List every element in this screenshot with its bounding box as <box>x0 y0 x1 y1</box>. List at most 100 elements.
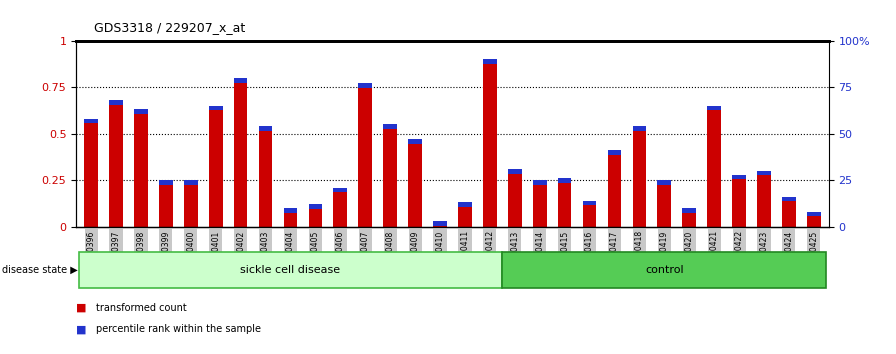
Bar <box>533 180 547 185</box>
Text: GSM290416: GSM290416 <box>585 230 594 276</box>
Bar <box>807 212 821 227</box>
Bar <box>503 252 826 288</box>
Text: GSM290406: GSM290406 <box>336 230 345 277</box>
Text: GSM290399: GSM290399 <box>161 230 170 277</box>
Bar <box>79 252 503 288</box>
Bar <box>259 126 272 131</box>
Bar <box>433 221 447 227</box>
Bar <box>409 139 422 144</box>
Text: GSM290425: GSM290425 <box>809 230 818 276</box>
Bar <box>358 84 372 88</box>
Text: GSM290415: GSM290415 <box>560 230 569 276</box>
Text: GSM290398: GSM290398 <box>136 230 145 276</box>
Text: sickle cell disease: sickle cell disease <box>240 265 340 275</box>
Bar <box>284 208 297 213</box>
Bar <box>508 169 521 173</box>
Bar <box>807 212 821 216</box>
Bar <box>333 188 347 192</box>
Bar <box>707 106 721 227</box>
Bar <box>683 208 696 227</box>
Bar <box>533 180 547 227</box>
Bar <box>658 180 671 227</box>
Text: GSM290408: GSM290408 <box>385 230 394 276</box>
Text: ■: ■ <box>76 324 87 334</box>
Bar <box>84 119 98 227</box>
Text: GSM290397: GSM290397 <box>111 230 121 277</box>
Text: GSM290419: GSM290419 <box>659 230 668 276</box>
Text: GSM290407: GSM290407 <box>361 230 370 277</box>
Bar <box>582 200 597 227</box>
Bar <box>159 180 173 227</box>
Text: GSM290401: GSM290401 <box>211 230 220 276</box>
Text: GSM290424: GSM290424 <box>784 230 794 276</box>
Text: GSM290410: GSM290410 <box>435 230 444 276</box>
Bar <box>458 202 472 227</box>
Text: GSM290402: GSM290402 <box>237 230 246 276</box>
Text: GSM290412: GSM290412 <box>486 230 495 276</box>
Bar <box>782 197 796 227</box>
Bar <box>607 150 621 227</box>
Bar <box>383 124 397 129</box>
Bar <box>358 84 372 227</box>
Bar <box>284 208 297 227</box>
Bar <box>582 200 597 205</box>
Bar <box>234 78 247 227</box>
Bar <box>633 126 646 131</box>
Bar <box>707 106 721 110</box>
Bar <box>683 208 696 213</box>
Bar <box>109 100 123 105</box>
Text: GSM290409: GSM290409 <box>410 230 419 277</box>
Bar <box>109 100 123 227</box>
Text: transformed count: transformed count <box>96 303 186 313</box>
Bar <box>259 126 272 227</box>
Bar <box>607 150 621 155</box>
Bar <box>782 197 796 201</box>
Text: ■: ■ <box>76 303 87 313</box>
Text: GSM290418: GSM290418 <box>635 230 644 276</box>
Text: disease state ▶: disease state ▶ <box>2 265 78 275</box>
Bar <box>184 180 198 185</box>
Text: GSM290413: GSM290413 <box>511 230 520 276</box>
Text: GSM290414: GSM290414 <box>535 230 544 276</box>
Text: GSM290423: GSM290423 <box>760 230 769 276</box>
Bar <box>209 106 222 227</box>
Bar <box>209 106 222 110</box>
Bar <box>433 221 447 225</box>
Bar <box>558 178 572 227</box>
Text: control: control <box>645 265 684 275</box>
Bar <box>732 175 746 179</box>
Bar <box>409 139 422 227</box>
Text: GSM290404: GSM290404 <box>286 230 295 277</box>
Bar <box>732 175 746 227</box>
Bar <box>658 180 671 185</box>
Text: GSM290422: GSM290422 <box>735 230 744 276</box>
Bar <box>234 78 247 82</box>
Bar <box>458 202 472 207</box>
Bar <box>159 180 173 185</box>
Bar <box>134 109 148 114</box>
Bar <box>757 171 771 176</box>
Bar <box>757 171 771 227</box>
Text: GSM290396: GSM290396 <box>87 230 96 277</box>
Bar <box>134 109 148 227</box>
Bar <box>633 126 646 227</box>
Text: GSM290411: GSM290411 <box>461 230 470 276</box>
Text: GSM290417: GSM290417 <box>610 230 619 276</box>
Text: GSM290400: GSM290400 <box>186 230 195 277</box>
Bar <box>333 188 347 227</box>
Text: GSM290420: GSM290420 <box>685 230 694 276</box>
Bar <box>558 178 572 183</box>
Bar <box>308 204 323 209</box>
Bar <box>84 119 98 124</box>
Text: GSM290403: GSM290403 <box>261 230 270 277</box>
Bar <box>483 59 496 64</box>
Text: GSM290405: GSM290405 <box>311 230 320 277</box>
Bar <box>483 59 496 227</box>
Bar <box>383 124 397 227</box>
Bar <box>508 169 521 227</box>
Bar <box>308 204 323 227</box>
Text: percentile rank within the sample: percentile rank within the sample <box>96 324 261 334</box>
Text: GDS3318 / 229207_x_at: GDS3318 / 229207_x_at <box>94 21 246 34</box>
Text: GSM290421: GSM290421 <box>710 230 719 276</box>
Bar <box>184 180 198 227</box>
